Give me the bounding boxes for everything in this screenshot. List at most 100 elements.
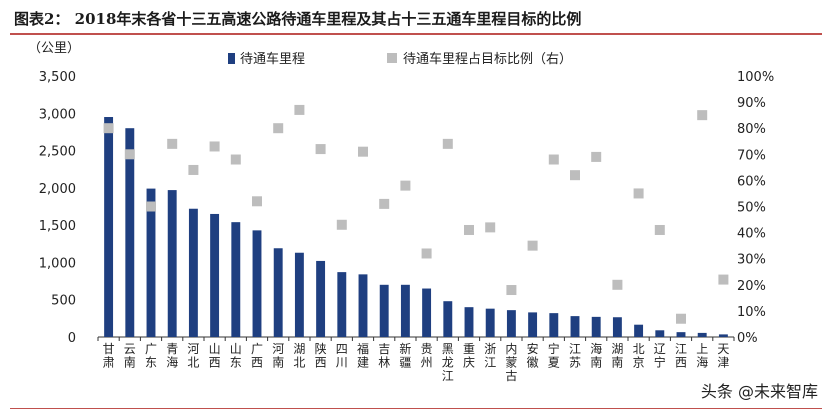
ratio-marker bbox=[315, 144, 326, 155]
y2-tick-label: 70% bbox=[737, 148, 766, 163]
y2-tick-label: 20% bbox=[737, 279, 766, 294]
x-tick-label: 湖南 bbox=[611, 341, 623, 370]
ratio-marker bbox=[273, 123, 284, 134]
ratio-marker bbox=[506, 285, 517, 296]
y2-tick-label: 80% bbox=[737, 122, 766, 137]
ratio-marker bbox=[633, 188, 644, 199]
y2-tick-label: 90% bbox=[737, 96, 766, 111]
ratio-marker bbox=[230, 154, 241, 165]
bar bbox=[273, 248, 283, 337]
x-tick-label: 四川 bbox=[336, 342, 348, 370]
y2-tick-label: 30% bbox=[737, 253, 766, 268]
bar bbox=[697, 332, 707, 337]
ratio-marker bbox=[464, 224, 474, 235]
x-tick-label: 天津 bbox=[717, 342, 729, 370]
ratio-marker bbox=[167, 138, 178, 149]
y-axis-label: （公里） bbox=[28, 41, 80, 56]
y-tick-label: 0 bbox=[68, 331, 76, 346]
ratio-marker bbox=[146, 201, 156, 212]
ratio-marker bbox=[209, 141, 220, 152]
bar bbox=[485, 308, 495, 337]
bar bbox=[400, 284, 410, 337]
legend-bar-swatch bbox=[228, 53, 235, 64]
bar bbox=[634, 324, 644, 337]
ratio-marker bbox=[379, 198, 390, 209]
bar bbox=[506, 310, 516, 337]
bar bbox=[379, 284, 389, 337]
axes: 0 500 1,000 1,500 2,000 2,500 3,000 3,500 0% 10% 2… bbox=[39, 70, 774, 346]
bar bbox=[676, 332, 686, 337]
ratio-marker bbox=[654, 224, 665, 235]
legend-bar-label: 待通车里程 bbox=[240, 51, 305, 67]
bar bbox=[188, 208, 198, 337]
bar bbox=[167, 190, 177, 337]
y-tick-label: 500 bbox=[51, 294, 76, 309]
y2-tick-label: 100% bbox=[737, 70, 774, 85]
x-tick-label: 重庆 bbox=[463, 342, 475, 370]
bar bbox=[316, 260, 326, 337]
x-tick-labels: 甘肃云南广东青海河北山西山东广西河南湖北陕西四川福建吉林新疆贵州黑龙江重庆浙江内… bbox=[103, 341, 730, 383]
x-tick-label: 山东 bbox=[230, 342, 242, 370]
x-tick-label: 江西 bbox=[675, 342, 687, 370]
y2-tick-label: 0% bbox=[737, 331, 758, 346]
x-tick-label: 北京 bbox=[633, 342, 645, 370]
x-tick-label: 吉林 bbox=[378, 342, 390, 370]
x-tick-label: 青海 bbox=[166, 342, 178, 370]
x-tick-label: 江苏 bbox=[569, 342, 581, 370]
bottom-rule bbox=[10, 408, 822, 409]
ratio-marker bbox=[676, 313, 686, 324]
bar bbox=[294, 252, 304, 337]
ratio-marker bbox=[188, 164, 199, 175]
bar bbox=[358, 274, 368, 337]
x-tick-label: 新疆 bbox=[399, 341, 411, 370]
bar bbox=[337, 272, 347, 337]
bar bbox=[718, 334, 728, 337]
ratio-marker bbox=[697, 110, 708, 121]
legend-marker-swatch bbox=[387, 53, 397, 63]
y2-tick-label: 10% bbox=[737, 305, 766, 320]
y-tick-label: 2,000 bbox=[39, 182, 76, 197]
ratio-marker bbox=[336, 219, 347, 230]
x-tick-label: 山西 bbox=[209, 342, 221, 370]
ratio-marker bbox=[442, 138, 453, 149]
x-tick-label: 云南 bbox=[124, 342, 136, 370]
x-tick-label: 黑龙江 bbox=[442, 342, 454, 383]
x-tick-label: 海南 bbox=[590, 341, 602, 370]
bar bbox=[443, 301, 453, 337]
x-tick-label: 陕西 bbox=[315, 341, 327, 370]
x-tick-label: 河南 bbox=[272, 342, 284, 370]
ratio-marker bbox=[718, 274, 729, 285]
marker-series bbox=[103, 104, 729, 324]
x-tick-label: 湖北 bbox=[293, 341, 305, 370]
y-tick-label: 3,500 bbox=[39, 70, 76, 85]
bar bbox=[570, 316, 580, 337]
ratio-marker bbox=[612, 279, 623, 290]
ratio-marker bbox=[548, 154, 559, 165]
ratio-marker bbox=[400, 180, 411, 191]
title-bar: 图表2： 2018年末各省十三五高速公路待通车里程及其占十三五通车里程目标的比例 bbox=[0, 0, 832, 34]
x-tick-label: 浙江 bbox=[484, 342, 496, 370]
x-tick-label: 上海 bbox=[696, 342, 708, 370]
x-tick-label: 辽宁 bbox=[654, 342, 666, 370]
bar bbox=[125, 128, 135, 337]
y-tick-label: 2,500 bbox=[39, 145, 76, 160]
y-tick-label: 1,500 bbox=[39, 219, 76, 234]
ratio-marker bbox=[124, 149, 135, 160]
x-tick-label: 内蒙古 bbox=[505, 342, 517, 383]
ratio-marker bbox=[294, 104, 305, 115]
bar bbox=[612, 317, 622, 337]
ratio-marker bbox=[570, 170, 580, 181]
y2-tick-label: 40% bbox=[737, 227, 766, 242]
ratio-marker bbox=[485, 222, 496, 233]
y2-tick-label: 60% bbox=[737, 174, 766, 189]
ratio-marker bbox=[103, 123, 114, 134]
bar bbox=[231, 222, 241, 337]
legend-marker-label: 待通车里程占目标比例（右） bbox=[403, 51, 572, 67]
bar-series bbox=[104, 117, 728, 337]
ratio-marker bbox=[527, 240, 538, 251]
legend: 待通车里程 待通车里程占目标比例（右） bbox=[228, 51, 572, 67]
x-tick-label: 广东 bbox=[145, 342, 157, 370]
ratio-marker bbox=[358, 146, 368, 157]
chart-title: 图表2： 2018年末各省十三五高速公路待通车里程及其占十三五通车里程目标的比例 bbox=[14, 10, 582, 28]
